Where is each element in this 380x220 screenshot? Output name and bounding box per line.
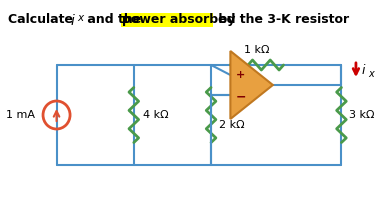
Text: Calculate: Calculate (8, 13, 78, 26)
Text: 1 mA: 1 mA (6, 110, 35, 120)
Text: 4 kΩ: 4 kΩ (144, 110, 169, 120)
FancyBboxPatch shape (121, 13, 213, 26)
Text: −: − (236, 90, 247, 103)
Text: $i$: $i$ (361, 63, 366, 77)
Text: 1 kΩ: 1 kΩ (244, 45, 270, 55)
Text: $\mathbf{\it{x}}$: $\mathbf{\it{x}}$ (77, 13, 86, 23)
Text: by the 3-K resistor: by the 3-K resistor (214, 13, 349, 26)
Text: power absorbed: power absorbed (122, 13, 236, 26)
Text: and the: and the (82, 13, 145, 26)
Text: +: + (236, 70, 245, 80)
Text: $x$: $x$ (367, 69, 376, 79)
Polygon shape (230, 51, 273, 119)
Text: 2 kΩ: 2 kΩ (219, 120, 244, 130)
Text: 3 kΩ: 3 kΩ (349, 110, 375, 120)
Text: $\mathbf{\it{i}}$: $\mathbf{\it{i}}$ (70, 13, 76, 28)
